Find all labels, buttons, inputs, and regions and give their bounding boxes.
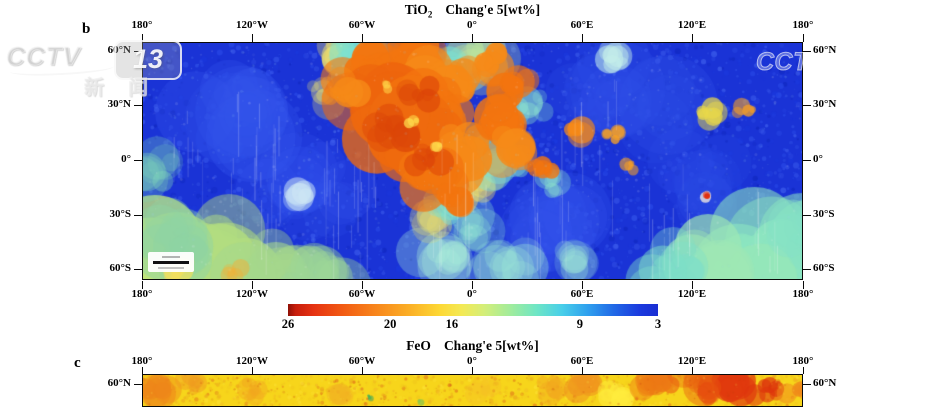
axis-tick bbox=[361, 281, 363, 289]
colorbar bbox=[288, 304, 658, 316]
channel-13-badge: 13 bbox=[114, 40, 182, 80]
axis-tick bbox=[134, 383, 142, 385]
scale-bar-microtext bbox=[158, 267, 184, 269]
axis-tick bbox=[581, 281, 583, 289]
axis-tick bbox=[803, 159, 811, 161]
colorbar-tick-label: 9 bbox=[576, 317, 584, 331]
cctv-watermark-right: CCTV bbox=[756, 48, 803, 82]
axis-tick bbox=[581, 367, 583, 374]
lat-label-left: 30°N bbox=[107, 98, 131, 110]
axis-tick bbox=[471, 281, 473, 289]
axis-tick bbox=[141, 367, 143, 374]
map-scale-bar bbox=[148, 252, 194, 272]
axis-tick bbox=[691, 34, 693, 42]
axis-tick bbox=[803, 104, 811, 106]
axis-tick bbox=[251, 367, 253, 374]
lon-label-top: 0° bbox=[467, 19, 477, 31]
panel-c-title-unit: Chang'e 5[wt%] bbox=[443, 338, 539, 353]
lon-label-bottom: 180° bbox=[131, 288, 153, 300]
panel-b-label: b bbox=[82, 21, 91, 37]
lon-label-top-c: 0° bbox=[467, 355, 477, 367]
panel-b-title: TiO2 Chang'e 5[wt%] bbox=[142, 2, 803, 20]
axis-tick bbox=[141, 281, 143, 289]
lon-label-top-c: 180° bbox=[131, 355, 153, 367]
panel-c-label: c bbox=[74, 355, 81, 371]
lat-label-right: 30°N bbox=[813, 98, 837, 110]
panel-b-title-compound: TiO bbox=[404, 2, 428, 17]
lat-label-left: 60°N bbox=[107, 44, 131, 56]
lon-label-top: 180° bbox=[131, 19, 153, 31]
lon-label-bottom: 60°E bbox=[570, 288, 594, 300]
axis-tick bbox=[802, 281, 804, 289]
lon-label-top: 120°W bbox=[236, 19, 268, 31]
colorbar-tick-label: 20 bbox=[383, 317, 397, 331]
lon-label-top: 60°W bbox=[348, 19, 376, 31]
axis-tick bbox=[691, 367, 693, 374]
lat-label-right-c: 60°N bbox=[813, 377, 837, 389]
lon-label-bottom: 180° bbox=[792, 288, 814, 300]
panel-b-title-unit: Chang'e 5[wt%] bbox=[445, 2, 541, 17]
colorbar-tick-label: 3 bbox=[654, 317, 662, 331]
axis-tick bbox=[471, 367, 473, 374]
axis-tick bbox=[691, 281, 693, 289]
lat-label-right: 30°S bbox=[813, 208, 835, 220]
colorbar-tick-label: 16 bbox=[445, 317, 459, 331]
axis-tick bbox=[134, 159, 142, 161]
lat-label-right: 60°N bbox=[813, 44, 837, 56]
lat-label-left: 60°S bbox=[109, 262, 131, 274]
scale-bar-line bbox=[153, 261, 189, 264]
news-caption: 新闻 bbox=[84, 77, 172, 100]
lon-label-bottom: 120°E bbox=[677, 288, 707, 300]
axis-tick bbox=[251, 281, 253, 289]
axis-tick bbox=[361, 34, 363, 42]
cctv-logo-text: CCTV bbox=[756, 48, 803, 77]
panel-c-title: FeO Chang'e 5[wt%] bbox=[142, 338, 803, 356]
lat-label-right: 60°S bbox=[813, 262, 835, 274]
axis-tick bbox=[134, 104, 142, 106]
axis-tick bbox=[251, 34, 253, 42]
axis-tick bbox=[802, 367, 804, 374]
axis-tick bbox=[581, 34, 583, 42]
cctv13-watermark: CCTV 13 新闻 bbox=[4, 40, 214, 120]
axis-tick bbox=[134, 50, 142, 52]
axis-tick bbox=[361, 367, 363, 374]
lon-label-top: 120°E bbox=[677, 19, 707, 31]
colorbar-tick-label: 26 bbox=[281, 317, 295, 331]
scale-bar-microtext bbox=[162, 255, 180, 258]
axis-tick bbox=[803, 214, 811, 216]
feo-map-canvas bbox=[142, 374, 803, 407]
axis-tick bbox=[803, 50, 811, 52]
axis-tick bbox=[803, 268, 811, 270]
lon-label-top-c: 60°E bbox=[570, 355, 594, 367]
lon-label-top-c: 60°W bbox=[348, 355, 376, 367]
lon-label-bottom: 120°W bbox=[236, 288, 268, 300]
tio2-map-canvas bbox=[142, 42, 803, 280]
lon-label-bottom: 0° bbox=[467, 288, 477, 300]
lon-label-top: 180° bbox=[792, 19, 814, 31]
lat-label-left: 30°S bbox=[109, 208, 131, 220]
axis-tick bbox=[802, 34, 804, 42]
cctv-logo-text: CCTV bbox=[6, 41, 81, 72]
axis-tick bbox=[134, 214, 142, 216]
lat-label-left-c: 60°N bbox=[107, 377, 131, 389]
lon-label-top: 60°E bbox=[570, 19, 594, 31]
lat-label-left: 0° bbox=[121, 153, 131, 165]
lat-label-right: 0° bbox=[813, 153, 823, 165]
axis-tick bbox=[141, 34, 143, 42]
lon-label-bottom: 60°W bbox=[348, 288, 376, 300]
panel-c-title-compound: FeO bbox=[406, 338, 431, 353]
lon-label-top-c: 120°W bbox=[236, 355, 268, 367]
lon-label-top-c: 180° bbox=[792, 355, 814, 367]
lon-label-top-c: 120°E bbox=[677, 355, 707, 367]
axis-tick bbox=[471, 34, 473, 42]
axis-tick bbox=[803, 383, 811, 385]
panel-b-title-subscript: 2 bbox=[427, 9, 433, 20]
axis-tick bbox=[134, 268, 142, 270]
